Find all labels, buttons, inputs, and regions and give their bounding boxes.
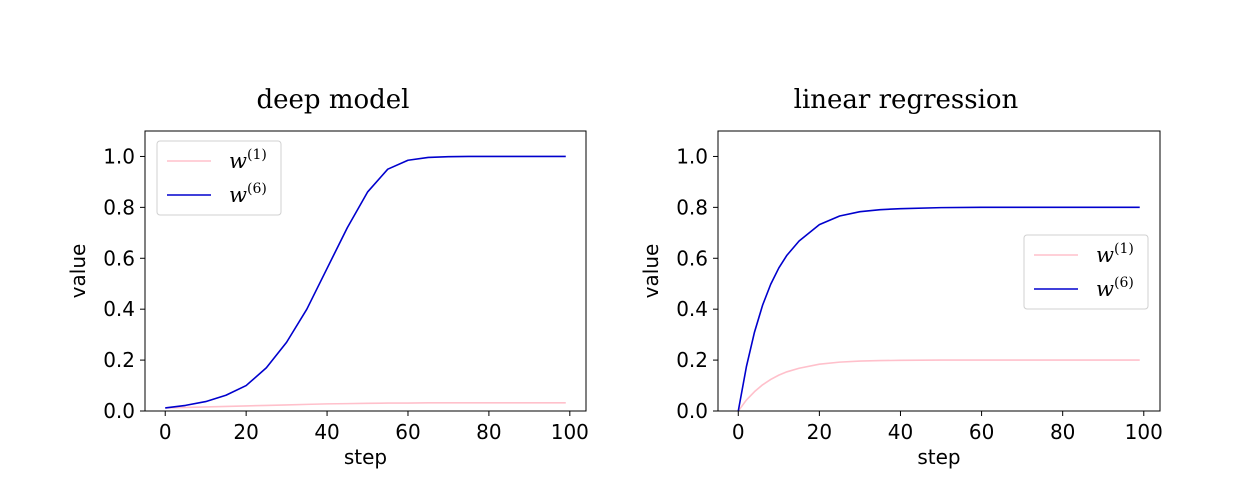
y-axis-label: value [639,244,663,299]
y-axis: 0.0 0.2 0.4 0.6 0.8 1.0 value [639,144,718,423]
y-tick-label: 0.2 [103,348,135,372]
x-tick-label: 20 [233,420,258,444]
legend-entry: w(1) [1096,241,1134,267]
series-lines [165,155,566,409]
series-line-w1 [165,402,566,409]
series-lines [737,206,1140,412]
plot-frame [717,130,1161,412]
y-tick-label: 0.6 [676,246,708,270]
legend-box [1023,234,1149,310]
legend-entry-name: w [1096,243,1114,267]
legend-entry: w(1) [229,147,267,173]
x-tick-label: 0 [732,420,745,444]
x-tick-label: 40 [888,420,913,444]
x-tick-label: 100 [1125,420,1163,444]
legend-entry-superscript: (1) [247,147,267,163]
y-tick-label: 0.8 [103,195,135,219]
legend-entry: w(6) [229,181,267,207]
series-line-w6 [737,206,1140,412]
legend-entry: w(6) [1096,275,1134,301]
x-tick-label: 80 [1050,420,1075,444]
y-axis-label: value [66,244,90,299]
series-line-w6 [165,155,566,409]
x-tick-label: 40 [314,420,339,444]
chart-title: linear regression [794,85,1019,115]
legend-entry-superscript: (1) [1114,241,1134,257]
x-tick-label: 0 [159,420,172,444]
y-tick-label: 0.2 [676,348,708,372]
y-tick-label: 0.4 [103,297,135,321]
x-tick-label: 60 [969,420,994,444]
legend-entry-superscript: (6) [247,181,267,197]
legend-entry-name: w [229,183,247,207]
x-axis: 0 20 40 60 80 100 step [732,411,1163,469]
x-axis-label: step [344,445,387,469]
legend: w(1)w(6) [156,140,282,216]
y-tick-label: 0.6 [103,246,135,270]
y-tick-label: 0.8 [676,195,708,219]
series-line-w1 [737,359,1140,412]
x-tick-label: 80 [476,420,501,444]
y-tick-label: 0.4 [676,297,708,321]
y-axis: 0.0 0.2 0.4 0.6 0.8 1.0 value [66,144,145,423]
x-tick-label: 60 [395,420,420,444]
legend-entry-name: w [1096,277,1114,301]
legend-entry-name: w [229,149,247,173]
x-axis: 0 20 40 60 80 100 step [159,411,589,469]
legend-entry-superscript: (6) [1114,275,1134,291]
y-tick-label: 1.0 [676,144,708,168]
y-tick-label: 1.0 [103,144,135,168]
chart-title: deep model [257,85,410,115]
x-axis-label: step [917,445,960,469]
x-tick-label: 20 [807,420,832,444]
legend-box [156,140,282,216]
plot-frame [144,130,587,412]
legend: w(1)w(6) [1023,234,1149,310]
y-tick-label: 0.0 [103,399,135,423]
x-tick-label: 100 [551,420,589,444]
y-tick-label: 0.0 [676,399,708,423]
